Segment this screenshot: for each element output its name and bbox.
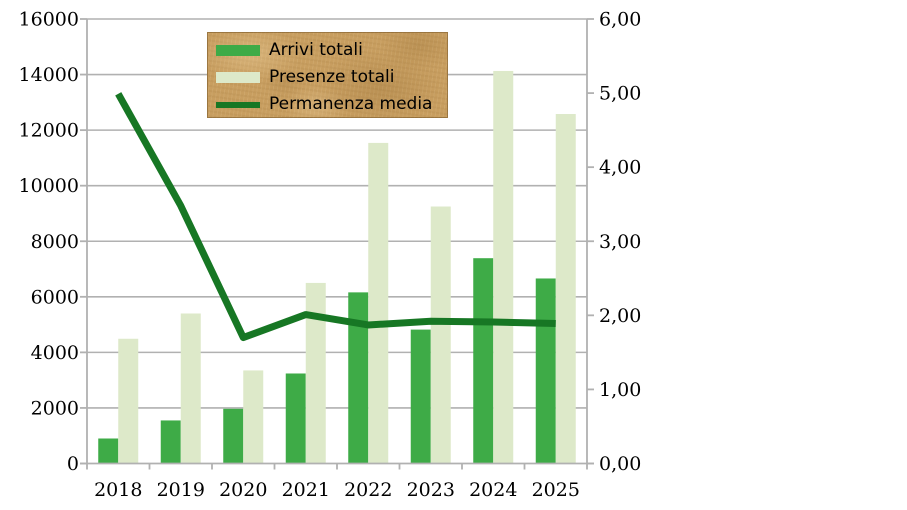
left-axis-label: 12000 [19,120,79,142]
bar-arrivi-2025 [535,278,556,464]
legend-label-presenze: Presenze totali [269,67,395,87]
x-axis-label: 2024 [469,479,517,501]
bars-group [98,70,576,464]
permanenza-media-swatch [216,101,260,108]
x-axis-label: 2021 [282,479,330,501]
bar-presenze-2025 [555,114,576,464]
x-axis-label: 2019 [157,479,205,501]
left-axis-label: 10000 [19,175,79,197]
bar-arrivi-2021 [285,373,306,464]
x-axis-label: 2022 [344,479,392,501]
bar-arrivi-2024 [473,258,494,464]
right-axis-label: 0,00 [599,453,641,475]
bar-presenze-2019 [180,313,201,464]
bar-arrivi-2022 [348,292,369,464]
right-axis-label: 3,00 [599,231,641,253]
x-axis-label: 2020 [219,479,267,501]
line-series-group [115,92,556,342]
bar-presenze-2021 [305,282,326,464]
left-axis-label: 4000 [31,342,79,364]
right-axis-label: 4,00 [599,157,641,179]
left-axis-label: 16000 [19,9,79,31]
legend-row-presenze: Presenze totali [216,64,447,91]
bar-presenze-2023 [430,206,451,464]
left-axis-label: 0 [67,453,79,475]
x-axis-label: 2023 [407,479,455,501]
legend-label-arrivi: Arrivi totali [269,40,363,60]
right-axis-label: 5,00 [599,83,641,105]
bar-arrivi-2019 [160,420,181,464]
left-axis-label: 6000 [31,286,79,308]
left-axis-label: 14000 [19,64,79,86]
left-axis-label: 8000 [31,231,79,253]
axes-group [80,18,594,470]
bar-arrivi-2018 [98,438,119,464]
bar-presenze-2022 [368,142,389,464]
legend-row-arrivi: Arrivi totali [216,37,447,64]
right-axis-label: 6,00 [599,9,641,31]
chart-legend: Arrivi totali Presenze totali Permanenza… [207,32,448,118]
permanenza-media-line [115,92,556,342]
x-axis-label: 2018 [94,479,142,501]
bar-presenze-2024 [493,70,514,464]
bar-presenze-2020 [243,370,264,464]
bar-arrivi-2020 [223,408,244,464]
right-axis-label: 2,00 [599,305,641,327]
arrivi-totali-swatch [216,45,260,56]
bar-arrivi-2023 [410,329,431,464]
bar-presenze-2018 [118,338,139,464]
presenze-totali-swatch [216,72,260,83]
right-axis-label: 1,00 [599,379,641,401]
x-axis-label: 2025 [532,479,580,501]
left-axis-label: 2000 [31,397,79,419]
legend-label-permanenza: Permanenza media [269,94,433,114]
axis-labels-group: 0 2000 4000 6000 8000 10000 12000 14000 16000 0,0… [19,9,642,502]
legend-row-permanenza: Permanenza media [216,91,447,118]
